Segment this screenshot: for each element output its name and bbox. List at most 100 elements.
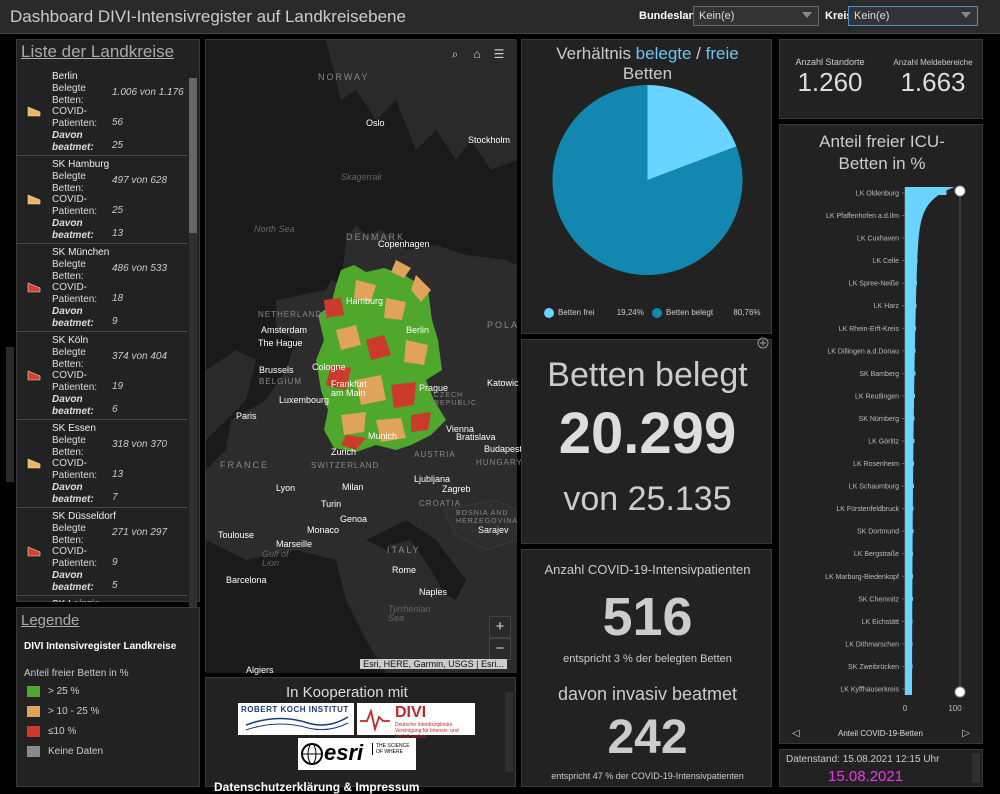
bar[interactable] bbox=[905, 348, 916, 353]
bar[interactable] bbox=[905, 439, 915, 443]
bar[interactable] bbox=[905, 551, 913, 556]
list-item[interactable]: SK Köln Belegte Betten: 374 von 404 COVID-P… bbox=[17, 332, 187, 420]
list-item[interactable]: SK LeipzigBelegte Betten:COVID-Patienten… bbox=[17, 596, 187, 602]
ventilated-label: Davon beatmet: bbox=[52, 218, 94, 241]
bar-category-label: LK Harz bbox=[874, 303, 900, 310]
occupied-beds-value: 318 von 370 bbox=[112, 439, 168, 450]
map-label: Stockholm bbox=[468, 135, 511, 145]
map-label: Cologne bbox=[312, 362, 346, 372]
range-handle-top[interactable] bbox=[954, 185, 966, 197]
map-label: Prague bbox=[419, 383, 449, 393]
map-label: Algiers bbox=[246, 665, 274, 675]
covid-patients-share: entspricht 3 % der belegten Betten bbox=[563, 653, 732, 665]
esri-tagline: THE SCIENCE OF WHERE bbox=[372, 743, 416, 755]
home-icon[interactable]: ⌂ bbox=[473, 47, 481, 61]
beds-occupied-panel: Betten belegt 20.299 von 25.135 bbox=[521, 337, 772, 544]
locations-label: Anzahl Standorte bbox=[795, 57, 865, 67]
covid-patients-panel: Anzahl COVID-19-Intensivpatienten 516 en… bbox=[521, 549, 772, 787]
locations-value: 1.260 bbox=[797, 67, 863, 97]
map-attribution[interactable]: Esri, HERE, Garmin, USGS | Esri... bbox=[360, 659, 507, 669]
occupied-beds-label: Belegte Betten: bbox=[52, 347, 86, 370]
bar[interactable] bbox=[905, 664, 913, 669]
bundesland-select[interactable]: Kein(e) bbox=[693, 6, 819, 26]
pie-legend-occupied: Betten belegt 80,76% bbox=[652, 308, 761, 318]
county-symbol bbox=[27, 106, 41, 117]
bar[interactable] bbox=[905, 596, 913, 601]
county-symbol bbox=[27, 458, 41, 469]
esri-logo[interactable]: esri THE SCIENCE OF WHERE bbox=[298, 738, 416, 770]
chevron-left-icon[interactable]: ◁ bbox=[792, 728, 800, 739]
bar[interactable] bbox=[905, 574, 913, 579]
covid-patients-value: 516 bbox=[602, 587, 693, 647]
map-label: ITALY bbox=[387, 545, 421, 555]
bar-category-label: LK Görlitz bbox=[868, 439, 899, 446]
bar[interactable] bbox=[905, 393, 915, 398]
bar[interactable] bbox=[905, 281, 917, 286]
rki-logo[interactable]: ROBERT KOCH INSTITUT bbox=[238, 703, 354, 735]
cooperation-scrollbar[interactable] bbox=[505, 692, 513, 772]
covid-patients-label: COVID-Patienten: bbox=[52, 194, 98, 217]
bar[interactable] bbox=[905, 484, 914, 489]
map-label: Marseille bbox=[276, 539, 313, 549]
bar-category-label: SK Bamberg bbox=[859, 371, 899, 378]
map-label: Naples bbox=[419, 587, 448, 597]
county-list[interactable]: Berlin Belegte Betten: 1.006 von 1.176 COVI… bbox=[17, 68, 199, 602]
pie-chart[interactable] bbox=[522, 84, 773, 304]
chevron-right-icon[interactable]: ▷ bbox=[962, 728, 970, 739]
reporting-areas-value: 1.663 bbox=[900, 67, 966, 97]
bar-chart[interactable]: LK Oldenburg LK Pfaffenhofen a.d.Ilm LK Cu… bbox=[780, 175, 984, 745]
divi-logo-subtitle: Deutsche Interdisziplinäre Vereinigung f… bbox=[395, 722, 459, 740]
legend-swatch bbox=[27, 706, 40, 717]
kreis-value: Kein(e) bbox=[854, 10, 890, 22]
list-item[interactable]: SK Düsseldorf Belegte Betten: 271 von 297 C… bbox=[17, 508, 187, 596]
list-item[interactable]: SK Hamburg Belegte Betten: 497 von 628 COVI… bbox=[17, 156, 187, 244]
map-label: BELGIUM bbox=[259, 377, 303, 386]
zoom-in-button[interactable]: + bbox=[489, 616, 511, 638]
legend-swatch bbox=[27, 726, 40, 737]
layer-list-icon[interactable]: ☰ bbox=[493, 47, 505, 61]
bar-category-label: LK Fürstenfeldbruck bbox=[836, 506, 899, 513]
bar[interactable] bbox=[905, 687, 912, 691]
divi-logo-text: DIVI bbox=[395, 704, 427, 721]
bar-category-label: LK Rhein-Erft-Kreis bbox=[839, 326, 900, 333]
date-scrollbar[interactable] bbox=[972, 753, 980, 783]
ventilated-value: 242 bbox=[607, 711, 688, 764]
list-item[interactable]: Berlin Belegte Betten: 1.006 von 1.176 COVI… bbox=[17, 68, 187, 156]
map-view[interactable]: ⌕ ⌂ ☰ NORWAY Oslo Stockholm Skagerrak No… bbox=[205, 39, 522, 675]
list-scrollbar-track[interactable] bbox=[189, 78, 197, 638]
bar[interactable] bbox=[905, 619, 913, 624]
pie-slice-free[interactable] bbox=[647, 85, 737, 180]
list-item[interactable]: SK München Belegte Betten: 486 von 533 COVI… bbox=[17, 244, 187, 332]
list-scrollbar-thumb[interactable] bbox=[189, 78, 197, 233]
map-label: Turin bbox=[321, 499, 342, 509]
bar[interactable] bbox=[905, 258, 918, 263]
zoom-out-button[interactable]: − bbox=[489, 638, 511, 660]
privacy-imprint-link[interactable]: Datenschutzerklärung & Impressum bbox=[214, 780, 420, 794]
bar[interactable] bbox=[905, 529, 914, 534]
search-icon[interactable]: ⌕ bbox=[451, 47, 459, 61]
pie-legend-occupied-pct: 80,76% bbox=[733, 308, 761, 318]
bar[interactable] bbox=[905, 371, 916, 376]
germany-choropleth[interactable] bbox=[316, 260, 446, 452]
data-date-label: Datenstand: 15.08.2021 12:15 Uhr bbox=[786, 754, 940, 765]
divi-logo[interactable]: DIVI Deutsche Interdisziplinäre Vereinig… bbox=[357, 703, 475, 740]
side-panel-toggle[interactable] bbox=[6, 347, 14, 482]
bar[interactable] bbox=[905, 416, 915, 421]
kreis-select[interactable]: Kein(e) bbox=[848, 6, 978, 26]
range-handle-bottom[interactable] bbox=[954, 686, 966, 698]
list-item[interactable]: SK Essen Belegte Betten: 318 von 370 COVID-… bbox=[17, 420, 187, 508]
bar[interactable] bbox=[905, 191, 947, 195]
bar[interactable] bbox=[905, 326, 916, 331]
bar[interactable] bbox=[905, 506, 914, 511]
map-label: Tyrrhenian Sea bbox=[388, 604, 431, 623]
bar[interactable] bbox=[905, 236, 919, 241]
data-date-panel: Datenstand: 15.08.2021 12:15 Uhr 15.08.2… bbox=[779, 749, 983, 787]
bar[interactable] bbox=[905, 641, 913, 646]
bar[interactable] bbox=[905, 213, 920, 218]
reporting-areas-label: Anzahl Meldebereiche bbox=[893, 58, 973, 67]
ventilated-label: Davon beatmet: bbox=[52, 570, 94, 593]
bar[interactable] bbox=[905, 303, 917, 308]
expand-icon[interactable] bbox=[757, 337, 769, 349]
bar[interactable] bbox=[905, 461, 914, 466]
cooperation-title: In Kooperation mit bbox=[286, 684, 408, 701]
